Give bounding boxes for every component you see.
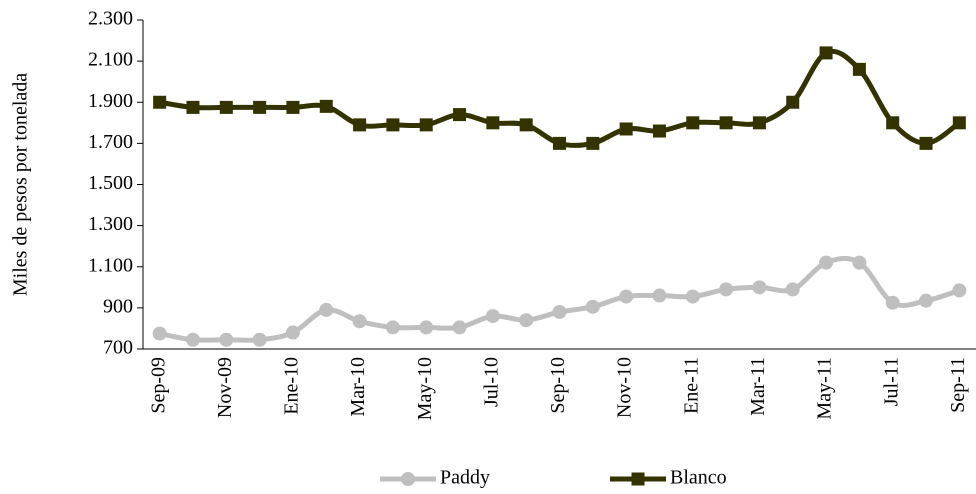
point: [419, 320, 434, 335]
point: [253, 100, 267, 114]
point: [453, 108, 467, 122]
point: [385, 320, 400, 335]
point: [652, 288, 667, 303]
legend-marker: [631, 472, 645, 486]
y-tick-label: 2.300: [88, 8, 133, 30]
point: [386, 118, 400, 132]
x-tick-label: Mar-10: [347, 357, 369, 417]
y-tick-label: 1.300: [88, 213, 133, 235]
point: [286, 100, 300, 114]
x-tick-label: Sep-10: [547, 357, 569, 414]
point: [319, 99, 333, 113]
point: [652, 124, 666, 138]
y-tick-label: 1.100: [88, 254, 133, 276]
y-tick-label: 700: [103, 337, 133, 359]
x-tick-label: Jul-11: [880, 357, 902, 406]
x-tick-label: Mar-11: [747, 357, 769, 416]
point: [785, 282, 800, 297]
point: [219, 100, 233, 114]
point: [219, 332, 234, 347]
point: [786, 95, 800, 109]
x-tick-label: Jul-10: [480, 357, 502, 407]
point: [452, 320, 467, 335]
point: [285, 325, 300, 340]
point: [952, 283, 967, 298]
y-tick-label: 1.900: [88, 90, 133, 112]
point: [752, 116, 766, 130]
point: [885, 295, 900, 310]
x-tick-label: Nov-10: [614, 357, 636, 418]
x-tick-label: Sep-09: [147, 357, 169, 414]
x-tick-label: Ene-10: [281, 357, 303, 415]
point: [319, 302, 334, 317]
y-tick-label: 900: [103, 295, 133, 317]
point: [686, 116, 700, 130]
y-tick-label: 1.700: [88, 131, 133, 153]
point: [752, 280, 767, 295]
point: [186, 100, 200, 114]
point: [552, 304, 567, 319]
point: [553, 136, 566, 150]
point: [486, 116, 500, 130]
series-line: [159, 49, 961, 148]
y-tick-label: 1.500: [88, 172, 133, 194]
x-tick-label: May-11: [814, 357, 836, 420]
x-tick-label: Sep-11: [947, 357, 969, 413]
point: [886, 116, 900, 130]
point: [852, 62, 866, 76]
point: [952, 116, 966, 130]
point: [819, 46, 833, 60]
y-tick-label: 2.100: [88, 49, 133, 71]
x-tick-label: Nov-09: [214, 357, 236, 418]
point: [352, 314, 367, 329]
point: [586, 136, 600, 150]
point: [252, 332, 267, 347]
point: [685, 289, 700, 304]
point: [619, 122, 633, 136]
legend-marker: [401, 472, 415, 486]
point: [719, 282, 734, 297]
point: [919, 136, 933, 150]
point: [353, 118, 367, 132]
point: [419, 118, 433, 132]
point: [585, 299, 600, 314]
legend-label: Paddy: [440, 467, 490, 489]
point: [719, 116, 733, 130]
point: [152, 326, 167, 341]
point: [819, 255, 834, 270]
y-axis-label: Miles de pesos por tonelada: [10, 73, 32, 296]
x-tick-label: May-10: [414, 357, 436, 420]
point: [519, 313, 534, 328]
point: [919, 293, 934, 308]
series-line: [159, 255, 961, 343]
legend-label: Blanco: [670, 467, 727, 489]
point: [153, 95, 167, 109]
point: [485, 309, 500, 324]
point: [185, 332, 200, 347]
point: [852, 255, 867, 270]
point: [519, 118, 533, 132]
point: [619, 289, 634, 304]
x-tick-label: Ene-11: [680, 357, 702, 414]
